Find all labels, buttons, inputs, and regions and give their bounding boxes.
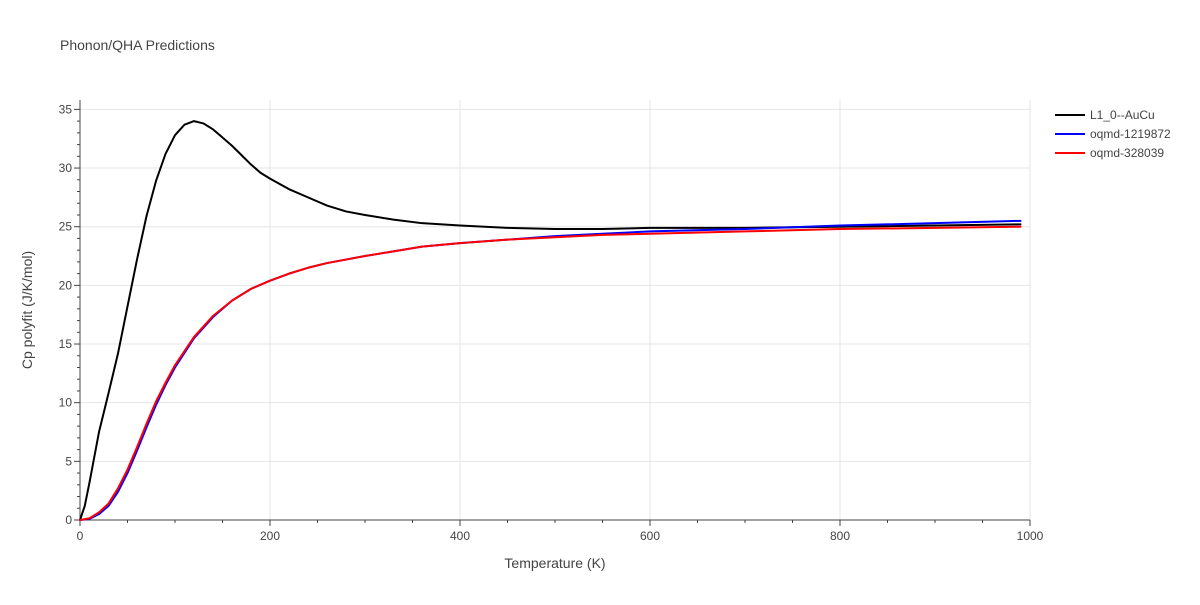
y-axis-title: Cp polyfit (J/K/mol): [19, 251, 35, 369]
y-tick-label: 10: [59, 396, 73, 410]
legend-label: oqmd-328039: [1090, 146, 1164, 160]
chart-title: Phonon/QHA Predictions: [60, 37, 215, 53]
series-lines: [79, 120, 1022, 521]
y-tick-label: 5: [65, 454, 72, 468]
y-tick-label: 30: [59, 161, 73, 175]
y-tick-label: 35: [59, 102, 73, 116]
series-line-1: [79, 120, 1022, 521]
y-tick-label: 0: [65, 513, 72, 527]
series-line-2: [79, 219, 1022, 521]
legend-item-3[interactable]: oqmd-328039: [1055, 146, 1164, 160]
legend-item-1[interactable]: L1_0--AuCu: [1055, 108, 1155, 122]
y-tick-label: 25: [59, 220, 73, 234]
x-tick-label: 1000: [1017, 529, 1044, 543]
x-tick-label: 0: [77, 529, 84, 543]
series-line-3: [79, 225, 1022, 521]
legend-label: oqmd-1219872: [1090, 127, 1171, 141]
x-tick-label: 200: [260, 529, 280, 543]
x-tick-label: 800: [830, 529, 850, 543]
legend-item-2[interactable]: oqmd-1219872: [1055, 127, 1171, 141]
y-tick-label: 20: [59, 278, 73, 292]
legend[interactable]: L1_0--AuCu oqmd-1219872 oqmd-328039: [1055, 108, 1171, 160]
x-axis-title: Temperature (K): [504, 555, 605, 571]
x-tick-label: 600: [640, 529, 660, 543]
y-tick-label: 15: [59, 337, 73, 351]
axes: 0 200 400 600 800 1000 0 5 10 15 20 25 30 35: [59, 100, 1044, 543]
legend-label: L1_0--AuCu: [1090, 108, 1155, 122]
x-tick-label: 400: [450, 529, 470, 543]
